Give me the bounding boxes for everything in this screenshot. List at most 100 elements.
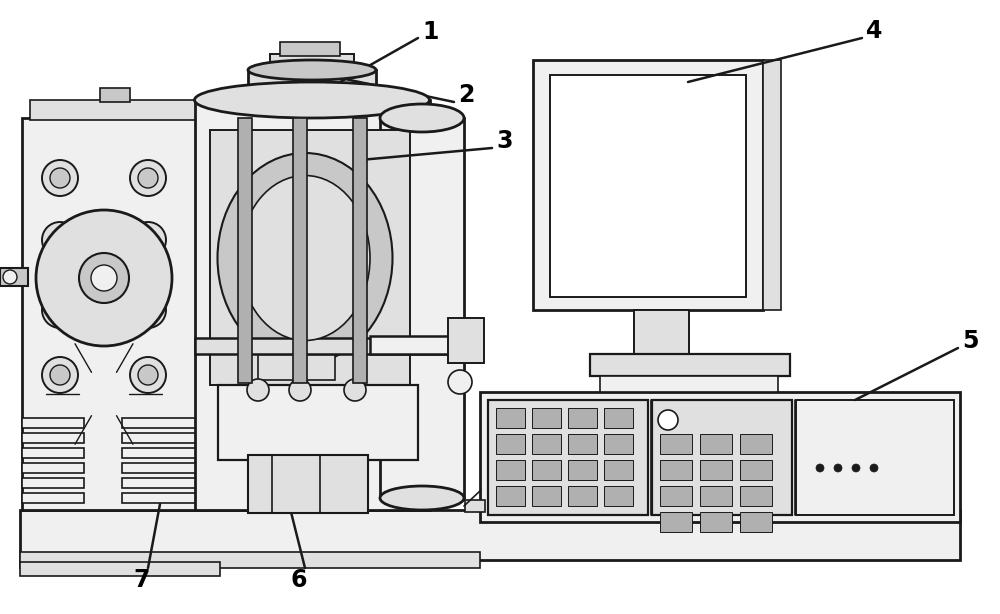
Bar xyxy=(22,493,84,503)
Text: 7: 7 xyxy=(134,568,150,592)
Bar xyxy=(634,310,689,354)
Bar xyxy=(22,463,84,473)
Bar xyxy=(660,512,692,532)
Circle shape xyxy=(247,379,269,401)
Text: 1: 1 xyxy=(422,20,438,44)
Bar xyxy=(122,493,207,503)
Circle shape xyxy=(50,365,70,385)
Bar xyxy=(280,42,340,56)
Bar xyxy=(22,118,207,510)
Bar xyxy=(600,376,778,392)
Circle shape xyxy=(130,222,166,258)
Ellipse shape xyxy=(380,486,464,510)
Bar xyxy=(248,70,376,103)
Bar xyxy=(532,486,561,506)
Bar xyxy=(604,486,633,506)
Circle shape xyxy=(42,160,78,196)
Bar xyxy=(700,486,732,506)
Bar xyxy=(380,118,464,498)
Bar xyxy=(195,100,430,510)
Bar xyxy=(218,385,418,460)
Circle shape xyxy=(834,464,842,472)
Bar xyxy=(568,434,597,454)
Bar xyxy=(210,130,410,385)
Text: 2: 2 xyxy=(458,83,474,107)
Bar xyxy=(370,336,455,354)
Bar xyxy=(195,338,465,354)
Bar xyxy=(700,460,732,480)
Bar xyxy=(305,355,335,380)
Bar xyxy=(0,268,28,286)
Bar xyxy=(122,463,207,473)
Circle shape xyxy=(816,464,824,472)
Circle shape xyxy=(870,464,878,472)
Bar xyxy=(700,512,732,532)
Bar xyxy=(740,434,772,454)
Bar xyxy=(532,460,561,480)
Bar xyxy=(740,486,772,506)
Bar xyxy=(796,400,954,515)
Circle shape xyxy=(50,168,70,188)
Ellipse shape xyxy=(218,153,392,363)
Circle shape xyxy=(138,168,158,188)
Bar xyxy=(604,460,633,480)
Circle shape xyxy=(42,357,78,393)
Bar xyxy=(700,434,732,454)
Bar xyxy=(496,434,525,454)
Bar xyxy=(465,500,485,512)
Bar xyxy=(660,434,692,454)
Bar xyxy=(532,408,561,428)
Circle shape xyxy=(138,365,158,385)
Circle shape xyxy=(91,265,117,291)
Ellipse shape xyxy=(194,82,430,118)
Text: 4: 4 xyxy=(866,19,882,43)
Bar xyxy=(22,478,84,488)
Circle shape xyxy=(448,370,472,394)
Bar xyxy=(258,355,296,380)
Bar xyxy=(763,60,781,310)
Bar xyxy=(550,75,746,297)
Bar xyxy=(122,448,207,458)
Circle shape xyxy=(138,230,158,250)
Ellipse shape xyxy=(240,176,370,341)
Bar xyxy=(20,552,480,568)
Bar xyxy=(740,460,772,480)
Circle shape xyxy=(658,410,678,430)
Circle shape xyxy=(79,253,129,303)
Bar xyxy=(270,54,354,72)
Bar xyxy=(20,562,220,576)
Bar xyxy=(22,433,84,443)
Bar xyxy=(590,354,790,376)
Bar xyxy=(533,60,763,310)
Circle shape xyxy=(344,379,366,401)
Circle shape xyxy=(852,464,860,472)
Circle shape xyxy=(42,222,78,258)
Bar xyxy=(20,510,960,560)
Text: 6: 6 xyxy=(291,568,307,592)
Text: 5: 5 xyxy=(962,329,978,353)
Bar xyxy=(100,88,130,102)
Text: 3: 3 xyxy=(496,129,512,153)
Bar xyxy=(353,118,367,383)
Bar xyxy=(568,486,597,506)
Circle shape xyxy=(42,292,78,328)
Bar xyxy=(496,408,525,428)
Bar xyxy=(448,318,484,363)
Bar xyxy=(480,392,960,522)
Bar xyxy=(496,460,525,480)
Bar xyxy=(122,433,207,443)
Ellipse shape xyxy=(380,104,464,132)
Bar xyxy=(122,418,207,428)
Ellipse shape xyxy=(248,60,376,80)
Bar xyxy=(22,418,84,428)
Bar xyxy=(293,118,307,383)
Bar xyxy=(248,455,368,513)
Bar xyxy=(532,434,561,454)
Circle shape xyxy=(3,270,17,284)
Bar xyxy=(660,460,692,480)
Bar xyxy=(740,512,772,532)
Bar xyxy=(30,100,198,120)
Bar xyxy=(22,448,84,458)
Circle shape xyxy=(289,379,311,401)
Bar xyxy=(652,400,792,515)
